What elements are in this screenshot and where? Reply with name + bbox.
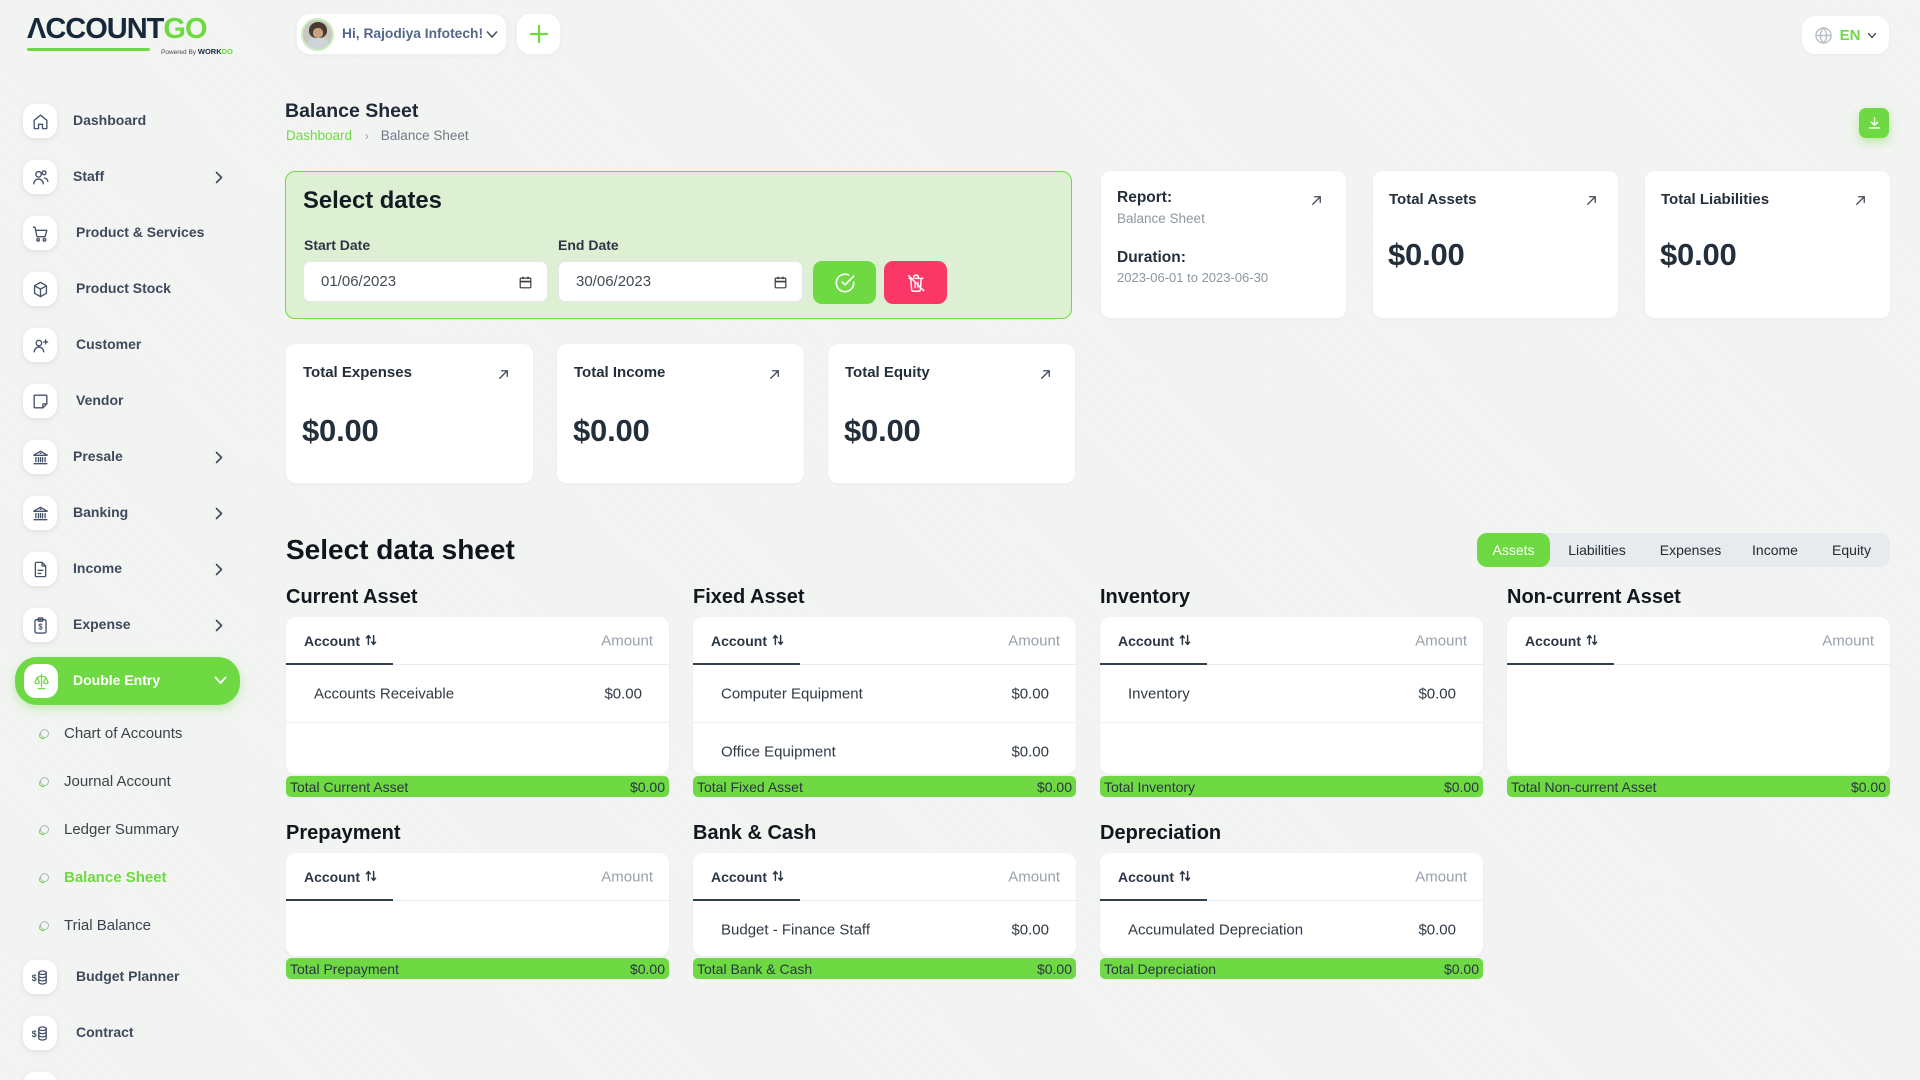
svg-text:$: $ [38,622,43,631]
svg-text:$: $ [31,1029,36,1039]
svg-text:$: $ [31,973,36,983]
